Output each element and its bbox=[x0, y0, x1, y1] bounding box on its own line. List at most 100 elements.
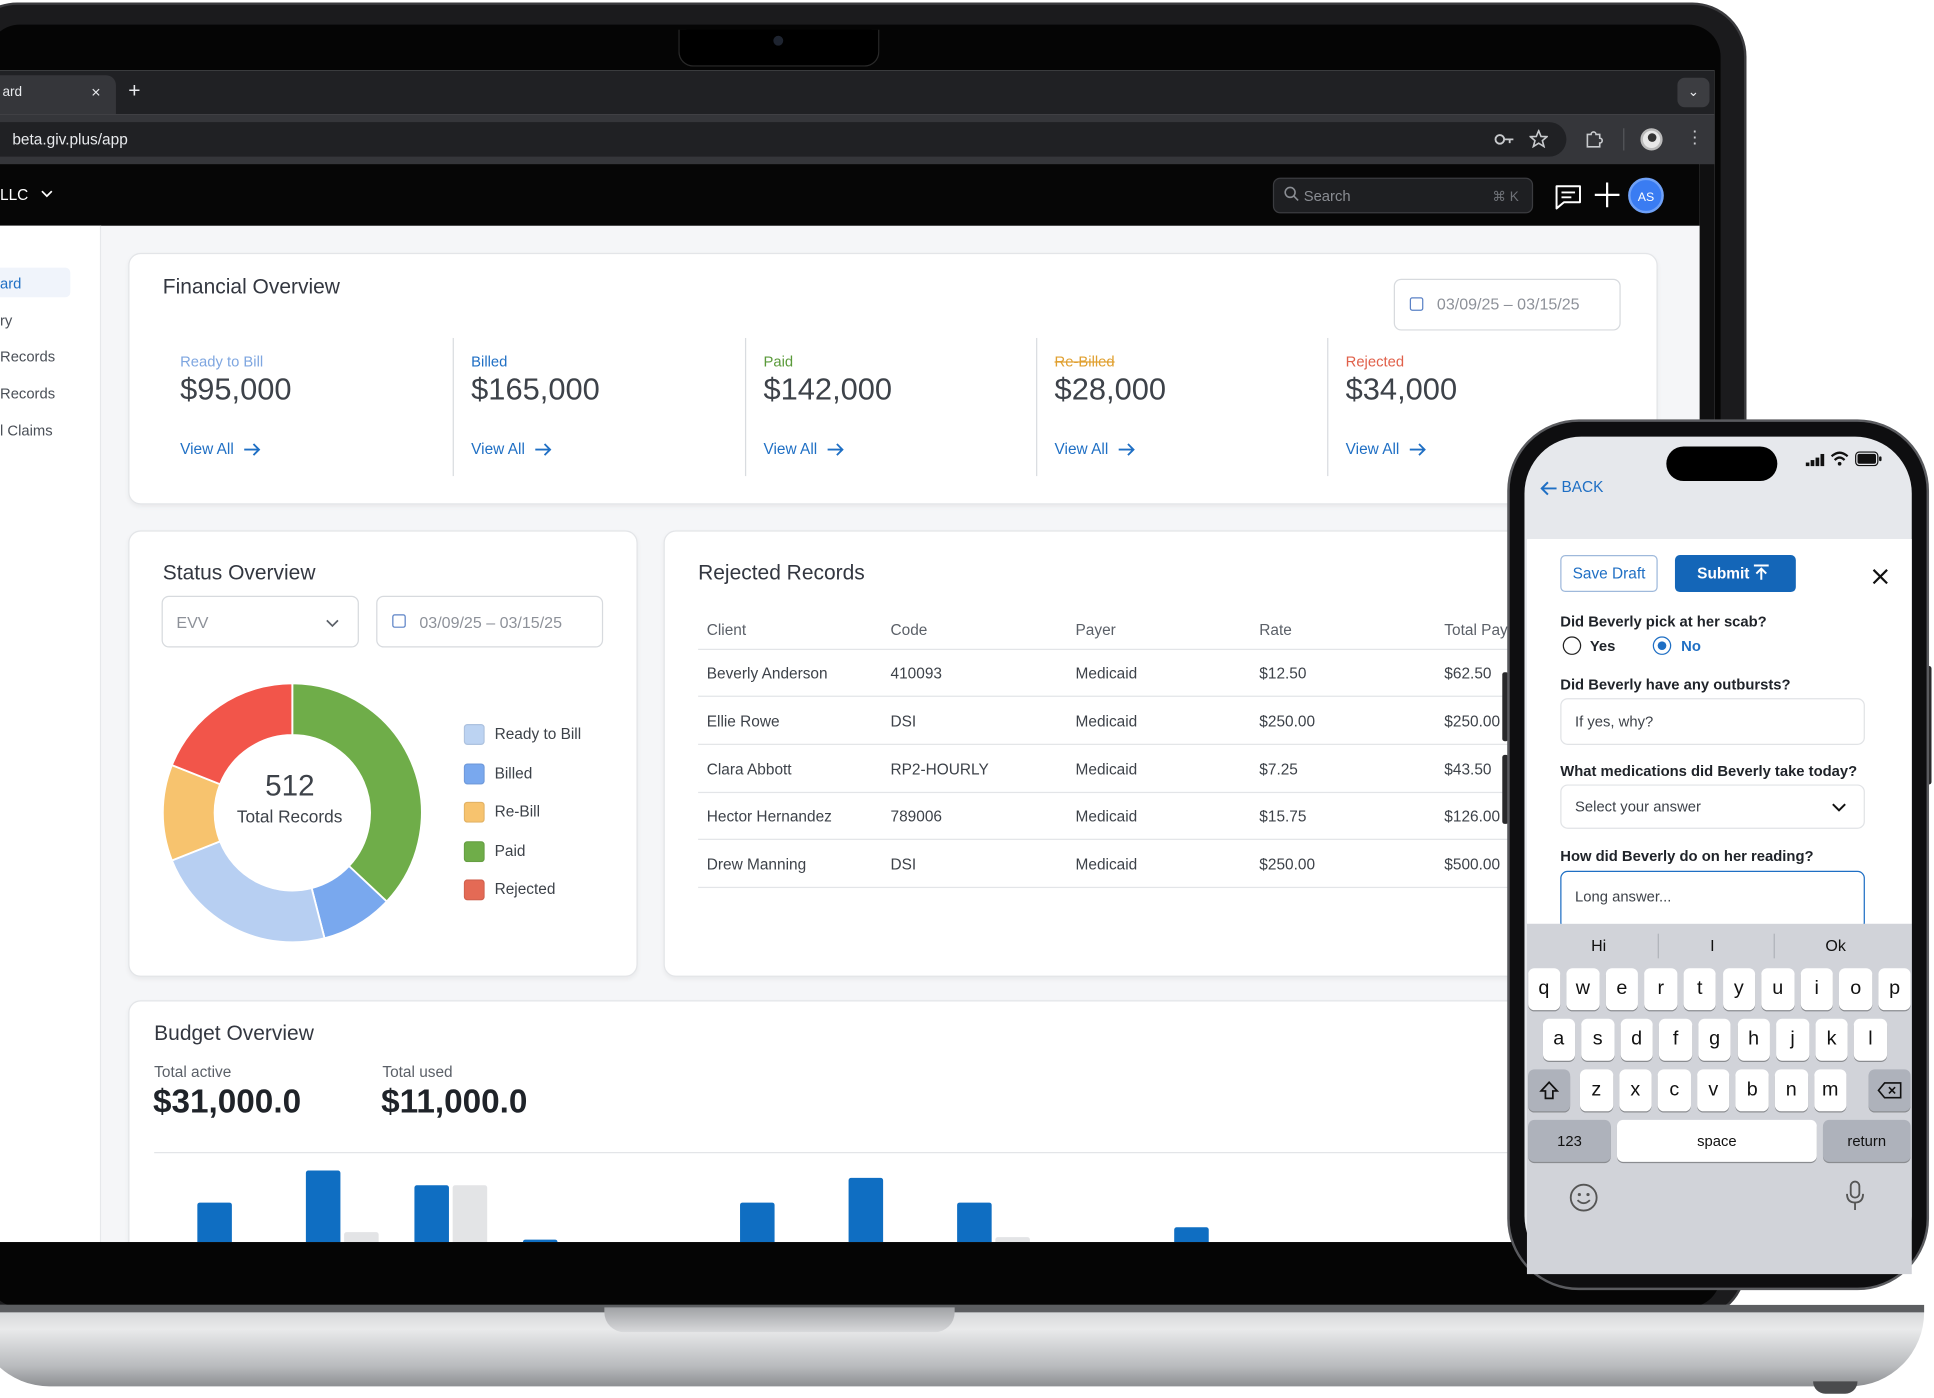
key-w[interactable]: w bbox=[1566, 968, 1600, 1011]
microphone-icon[interactable] bbox=[1845, 1180, 1865, 1212]
view-all-link[interactable]: View All bbox=[763, 440, 818, 458]
key-f[interactable]: f bbox=[1659, 1018, 1692, 1061]
sidebar-item-history[interactable]: ry bbox=[0, 312, 13, 330]
key-u[interactable]: u bbox=[1761, 968, 1795, 1011]
key-g[interactable]: g bbox=[1698, 1018, 1731, 1061]
keyboard-suggestion[interactable]: Hi bbox=[1591, 936, 1607, 955]
key-v[interactable]: v bbox=[1696, 1069, 1730, 1112]
new-tab-icon[interactable]: + bbox=[128, 78, 141, 103]
key-k[interactable]: k bbox=[1815, 1018, 1848, 1061]
rejected-records-card bbox=[663, 530, 1601, 977]
radio-yes[interactable] bbox=[1562, 636, 1582, 655]
tab-close-icon[interactable]: × bbox=[91, 82, 101, 102]
arrow-right-icon[interactable] bbox=[826, 443, 845, 457]
donut-slice-paid bbox=[291, 682, 423, 903]
address-bar[interactable] bbox=[0, 122, 1567, 157]
sidebar-item-records-1[interactable]: Records bbox=[0, 347, 56, 366]
search-input[interactable] bbox=[1272, 177, 1534, 214]
shift-key[interactable] bbox=[1528, 1069, 1571, 1112]
arrow-right-icon[interactable] bbox=[243, 443, 262, 457]
key-m[interactable]: m bbox=[1813, 1069, 1847, 1112]
key-q[interactable]: q bbox=[1527, 968, 1561, 1011]
password-key-icon[interactable] bbox=[1494, 131, 1516, 148]
extensions-puzzle-icon[interactable] bbox=[1584, 130, 1604, 150]
chat-icon[interactable] bbox=[1554, 184, 1582, 210]
budget-bar-used bbox=[995, 1237, 1030, 1243]
arrow-right-icon[interactable] bbox=[534, 443, 553, 457]
emoji-icon[interactable] bbox=[1569, 1183, 1599, 1213]
table-header-divider bbox=[698, 648, 1513, 651]
calendar-icon bbox=[1409, 297, 1424, 311]
key-c[interactable]: c bbox=[1657, 1069, 1691, 1112]
add-icon[interactable] bbox=[1594, 181, 1621, 208]
arrow-right-icon[interactable] bbox=[1409, 443, 1428, 457]
reading-textarea[interactable] bbox=[1560, 870, 1865, 930]
financial-date-range-picker[interactable] bbox=[1393, 278, 1621, 331]
chevron-down-icon[interactable] bbox=[41, 190, 53, 199]
table-header-cell[interactable]: Rate bbox=[1259, 621, 1292, 639]
back-button[interactable]: BACK bbox=[1561, 478, 1604, 496]
address-url[interactable]: beta.giv.plus/app bbox=[12, 130, 128, 149]
close-icon[interactable] bbox=[1872, 569, 1888, 585]
sidebar-item-records-2[interactable]: Records bbox=[0, 384, 56, 403]
keyboard-suggestion[interactable]: Ok bbox=[1825, 936, 1846, 955]
view-all-link[interactable]: View All bbox=[471, 440, 525, 458]
key-j[interactable]: j bbox=[1776, 1018, 1809, 1061]
fin-card-value: $95,000 bbox=[180, 372, 292, 408]
numbers-key[interactable]: 123 bbox=[1528, 1119, 1611, 1162]
key-x[interactable]: x bbox=[1618, 1069, 1652, 1112]
bookmark-star-icon[interactable] bbox=[1529, 129, 1548, 149]
sidebar-item-claims[interactable]: l Claims bbox=[0, 421, 53, 440]
table-header-cell[interactable]: Payer bbox=[1075, 621, 1116, 639]
budget-bar-used bbox=[452, 1185, 488, 1243]
table-header-cell[interactable]: Total Pay bbox=[1444, 621, 1508, 639]
search-icon bbox=[1284, 186, 1299, 201]
space-key[interactable]: space bbox=[1616, 1119, 1817, 1162]
key-i[interactable]: i bbox=[1800, 968, 1834, 1011]
calendar-icon bbox=[392, 614, 406, 628]
arrow-right-icon[interactable] bbox=[1117, 443, 1136, 457]
keyboard-suggestion[interactable]: I bbox=[1710, 936, 1715, 955]
key-t[interactable]: t bbox=[1683, 968, 1717, 1011]
key-h[interactable]: h bbox=[1737, 1018, 1770, 1061]
key-d[interactable]: d bbox=[1620, 1018, 1653, 1061]
key-r[interactable]: r bbox=[1644, 968, 1678, 1011]
table-header-cell[interactable]: Code bbox=[890, 621, 928, 639]
key-b[interactable]: b bbox=[1735, 1069, 1769, 1112]
medications-select[interactable] bbox=[1560, 784, 1865, 829]
radio-no[interactable] bbox=[1652, 636, 1672, 655]
key-o[interactable]: o bbox=[1839, 968, 1873, 1011]
view-all-link[interactable]: View All bbox=[180, 440, 234, 458]
more-menu-icon[interactable]: ⋮ bbox=[1686, 127, 1704, 147]
table-cell: 789006 bbox=[890, 808, 942, 826]
delete-key[interactable] bbox=[1868, 1069, 1911, 1112]
user-avatar[interactable]: AS bbox=[1628, 177, 1664, 214]
view-all-link[interactable]: View All bbox=[1345, 440, 1400, 458]
tab-search-chevron-icon[interactable]: ⌄ bbox=[1677, 77, 1710, 108]
submit-button[interactable] bbox=[1674, 555, 1796, 593]
profile-avatar-icon[interactable] bbox=[1640, 128, 1663, 151]
budget-overview-title: Budget Overview bbox=[154, 1021, 314, 1045]
key-p[interactable]: p bbox=[1878, 968, 1912, 1011]
view-all-link[interactable]: View All bbox=[1054, 440, 1109, 458]
sidebar-item-dashboard[interactable]: ard bbox=[0, 275, 22, 293]
key-y[interactable]: y bbox=[1722, 968, 1756, 1011]
status-date-range-picker[interactable] bbox=[376, 595, 604, 648]
org-switcher-label[interactable]: LLC bbox=[0, 186, 29, 204]
key-n[interactable]: n bbox=[1774, 1069, 1808, 1112]
table-header-cell[interactable]: Client bbox=[706, 621, 747, 639]
legend-swatch bbox=[463, 762, 485, 784]
key-s[interactable]: s bbox=[1581, 1018, 1615, 1061]
key-a[interactable]: a bbox=[1542, 1018, 1576, 1061]
donut-total-value: 512 bbox=[265, 769, 315, 803]
browser-tab[interactable] bbox=[0, 75, 116, 115]
record-type-select[interactable] bbox=[161, 595, 359, 648]
save-draft-button[interactable] bbox=[1560, 555, 1658, 593]
back-arrow-icon[interactable] bbox=[1540, 481, 1558, 496]
outbursts-input[interactable] bbox=[1560, 698, 1865, 745]
return-key[interactable]: return bbox=[1822, 1119, 1911, 1162]
key-z[interactable]: z bbox=[1579, 1069, 1613, 1112]
key-e[interactable]: e bbox=[1605, 968, 1639, 1011]
table-cell: $62.50 bbox=[1444, 664, 1492, 683]
key-l[interactable]: l bbox=[1854, 1018, 1887, 1061]
